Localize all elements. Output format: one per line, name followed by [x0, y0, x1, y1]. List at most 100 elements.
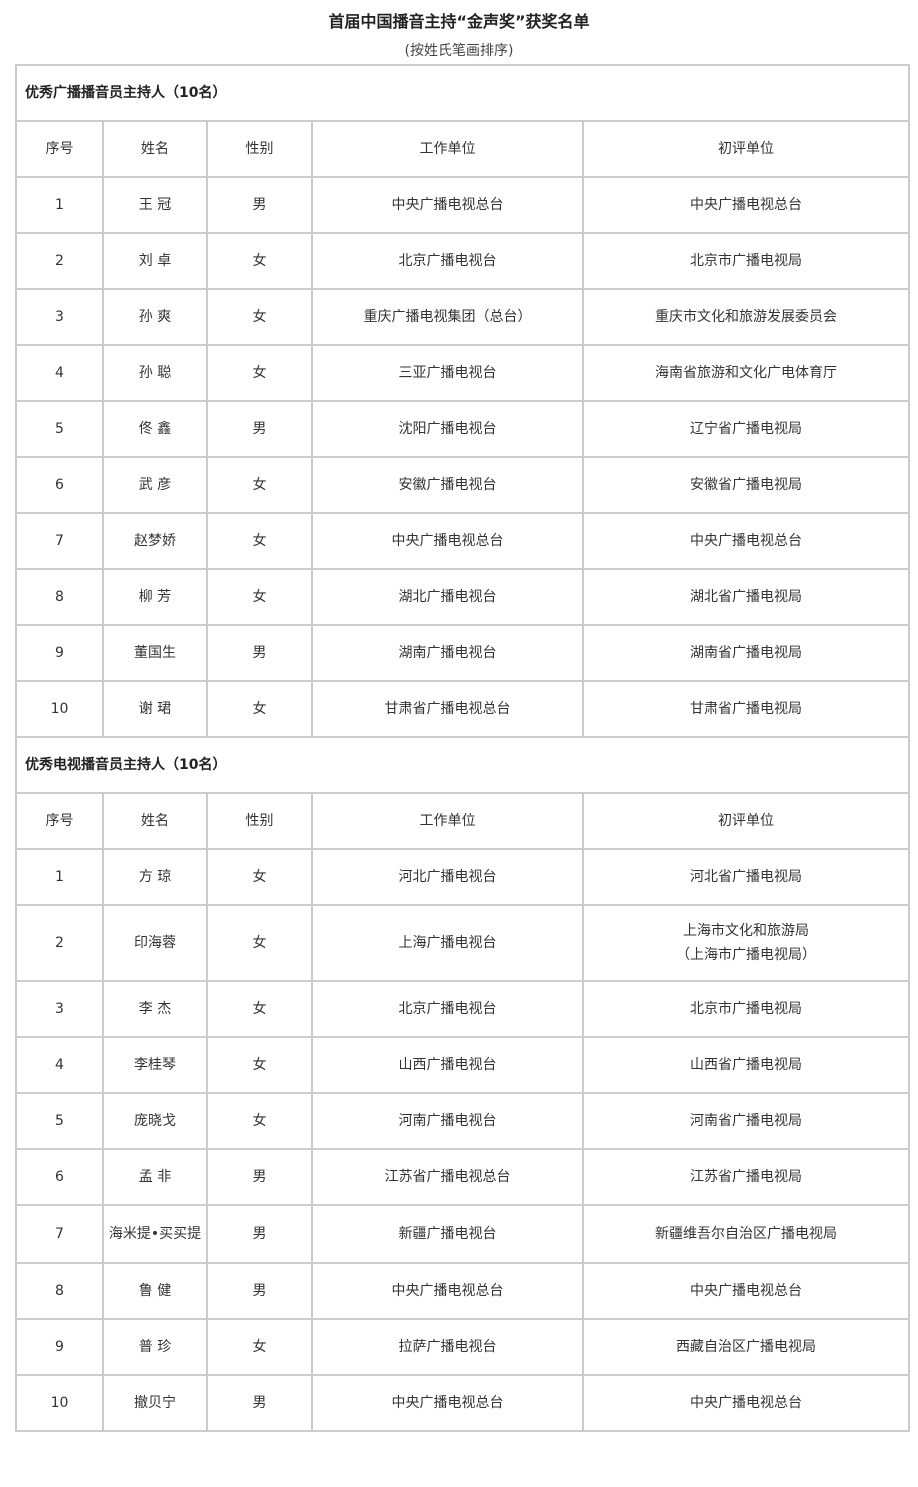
gender-cell: 女 — [206, 456, 313, 514]
work-unit-cell: 中央广播电视总台 — [311, 512, 584, 570]
gender-cell: 男 — [206, 1262, 313, 1320]
name-cell: 武 彦 — [102, 456, 208, 514]
name-cell: 董国生 — [102, 624, 208, 682]
review-unit-cell: 辽宁省广播电视局 — [581, 400, 911, 458]
review-unit-cell: 上海市文化和旅游局 （上海市广播电视局） — [581, 904, 911, 982]
gender-cell: 男 — [206, 400, 313, 458]
review-unit-cell: 中央广播电视总台 — [581, 176, 911, 234]
gender-cell: 女 — [206, 288, 313, 346]
gender-cell: 女 — [206, 848, 313, 906]
work-unit-cell: 中央广播电视总台 — [311, 1374, 584, 1432]
review-unit-cell: 中央广播电视总台 — [581, 512, 911, 570]
work-unit-cell: 重庆广播电视集团（总台） — [311, 288, 584, 346]
table-row: 7 海米提•买买提男新疆广播电视台 新疆维吾尔自治区广播电视局 — [15, 1204, 911, 1264]
work-unit-cell: 安徽广播电视台 — [311, 456, 584, 514]
gender-cell: 女 — [206, 1036, 313, 1094]
work-unit-cell: 河南广播电视台 — [311, 1092, 584, 1150]
table-row: 9 董国生男湖南广播电视台 湖南省广播电视局 — [15, 624, 911, 682]
name-cell: 赵梦娇 — [102, 512, 208, 570]
gender-cell: 女 — [206, 1318, 313, 1376]
award-table: 优秀广播播音员主持人（10名） 序号 姓名 性别 工作单位 初评单位 1 王 冠男中央广播电视… — [14, 64, 911, 1432]
column-header: 初评单位 — [581, 120, 911, 178]
review-unit-cell: 海南省旅游和文化广电体育厅 — [581, 344, 911, 402]
index-cell: 3 — [15, 980, 104, 1038]
work-unit-cell: 江苏省广播电视总台 — [311, 1148, 584, 1206]
index-cell: 2 — [15, 232, 104, 290]
index-cell: 10 — [15, 1374, 104, 1432]
work-unit-cell: 河北广播电视台 — [311, 848, 584, 906]
column-header: 工作单位 — [311, 792, 584, 850]
index-cell: 1 — [15, 176, 104, 234]
index-cell: 7 — [15, 512, 104, 570]
gender-cell: 女 — [206, 568, 313, 626]
index-cell: 6 — [15, 456, 104, 514]
column-header-row: 序号 姓名 性别 工作单位 初评单位 — [15, 120, 911, 178]
table-row: 5 庞晓戈女河南广播电视台 河南省广播电视局 — [15, 1092, 911, 1150]
review-unit-cell: 北京市广播电视局 — [581, 980, 911, 1038]
gender-cell: 女 — [206, 680, 313, 738]
review-unit-cell: 甘肃省广播电视局 — [581, 680, 911, 738]
gender-cell: 女 — [206, 232, 313, 290]
table-row: 10 撤贝宁男中央广播电视总台 中央广播电视总台 — [15, 1374, 911, 1432]
index-cell: 7 — [15, 1204, 104, 1264]
review-unit-cell: 河南省广播电视局 — [581, 1092, 911, 1150]
gender-cell: 男 — [206, 176, 313, 234]
section-heading: 优秀电视播音员主持人（10名） — [14, 736, 911, 794]
name-cell: 方 琼 — [102, 848, 208, 906]
review-unit-cell: 安徽省广播电视局 — [581, 456, 911, 514]
table-row: 10 谢 珺女甘肃省广播电视总台 甘肃省广播电视局 — [15, 680, 911, 738]
index-cell: 4 — [15, 1036, 104, 1094]
table-row: 7 赵梦娇女中央广播电视总台 中央广播电视总台 — [15, 512, 911, 570]
column-header: 序号 — [15, 792, 104, 850]
column-header: 序号 — [15, 120, 104, 178]
review-unit-cell: 北京市广播电视局 — [581, 232, 911, 290]
work-unit-cell: 中央广播电视总台 — [311, 176, 584, 234]
name-cell: 李 杰 — [102, 980, 208, 1038]
work-unit-cell: 新疆广播电视台 — [311, 1204, 584, 1264]
column-header-row: 序号 姓名 性别 工作单位 初评单位 — [15, 792, 911, 850]
column-header: 姓名 — [102, 792, 208, 850]
section-heading-row: 优秀电视播音员主持人（10名） — [14, 736, 911, 794]
page-subtitle: (按姓氏笔画排序) — [404, 43, 514, 59]
gender-cell: 男 — [206, 1204, 313, 1264]
name-cell: 孟 非 — [102, 1148, 208, 1206]
name-cell: 庞晓戈 — [102, 1092, 208, 1150]
index-cell: 10 — [15, 680, 104, 738]
gender-cell: 男 — [206, 1374, 313, 1432]
column-header: 姓名 — [102, 120, 208, 178]
work-unit-cell: 沈阳广播电视台 — [311, 400, 584, 458]
gender-cell: 女 — [206, 904, 313, 982]
index-cell: 4 — [15, 344, 104, 402]
work-unit-cell: 中央广播电视总台 — [311, 1262, 584, 1320]
index-cell: 9 — [15, 1318, 104, 1376]
work-unit-cell: 三亚广播电视台 — [311, 344, 584, 402]
name-cell: 鲁 健 — [102, 1262, 208, 1320]
name-cell: 李桂琴 — [102, 1036, 208, 1094]
index-cell: 2 — [15, 904, 104, 982]
gender-cell: 女 — [206, 1092, 313, 1150]
index-cell: 5 — [15, 400, 104, 458]
index-cell: 6 — [15, 1148, 104, 1206]
name-cell: 普 珍 — [102, 1318, 208, 1376]
gender-cell: 女 — [206, 980, 313, 1038]
table-row: 2 印海蓉女上海广播电视台 上海市文化和旅游局 （上海市广播电视局） — [15, 904, 911, 982]
section-heading: 优秀广播播音员主持人（10名） — [14, 64, 911, 122]
column-header: 初评单位 — [581, 792, 911, 850]
name-cell: 孙 聪 — [102, 344, 208, 402]
name-cell: 孙 爽 — [102, 288, 208, 346]
review-unit-cell: 湖南省广播电视局 — [581, 624, 911, 682]
review-unit-cell: 中央广播电视总台 — [581, 1374, 911, 1432]
index-cell: 1 — [15, 848, 104, 906]
name-cell: 海米提•买买提 — [102, 1204, 208, 1264]
